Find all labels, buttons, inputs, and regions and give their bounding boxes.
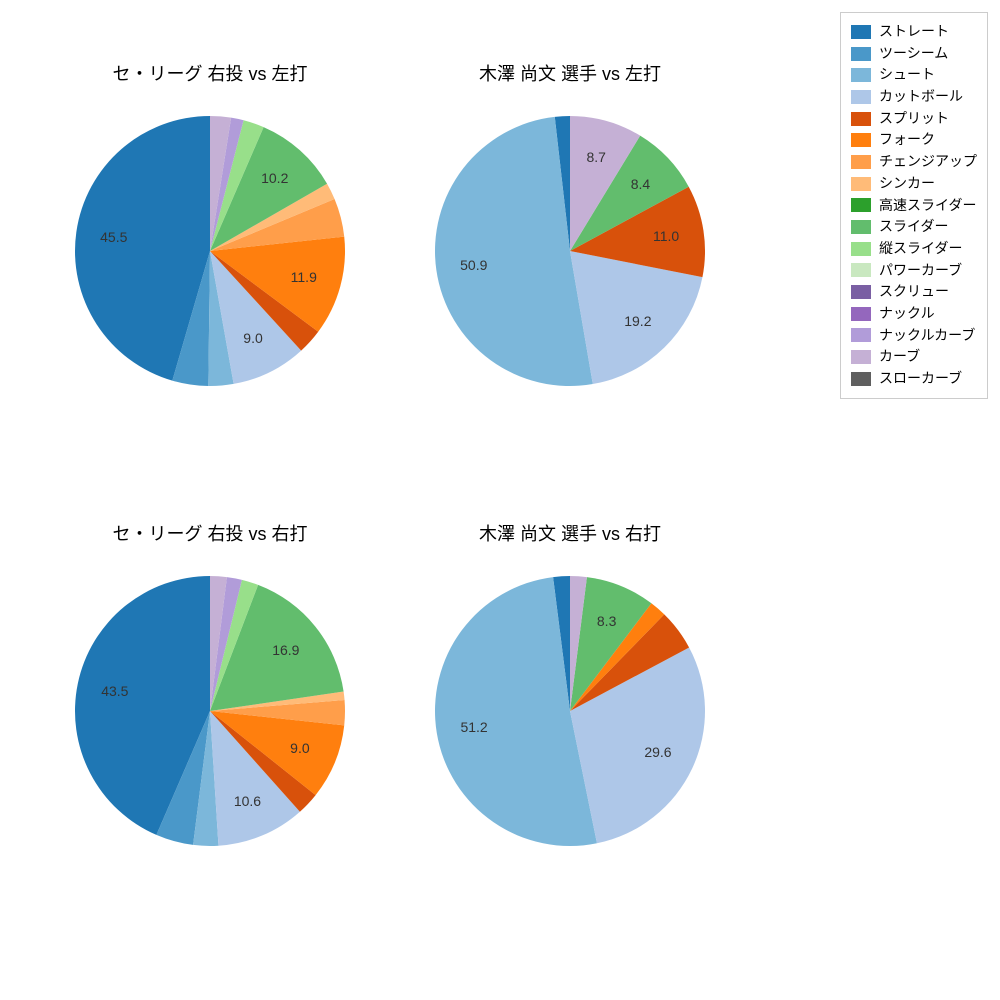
- legend-swatch: [851, 68, 871, 82]
- slice-label: 11.9: [291, 269, 317, 285]
- legend-label: フォーク: [879, 129, 935, 151]
- slice-label: 16.9: [272, 642, 299, 658]
- legend-swatch: [851, 25, 871, 39]
- legend-swatch: [851, 328, 871, 342]
- legend-item: ナックルカーブ: [851, 325, 977, 347]
- legend-label: スクリュー: [879, 281, 949, 303]
- legend-item: スローカーブ: [851, 368, 977, 390]
- slice-label: 10.2: [261, 170, 288, 186]
- legend-label: スローカーブ: [879, 368, 962, 390]
- legend-item: スプリット: [851, 108, 977, 130]
- legend-item: 高速スライダー: [851, 195, 977, 217]
- panel-3: 木澤 尚文 選手 vs 右打 51.2 29.6 8.3: [400, 520, 740, 940]
- legend-label: 高速スライダー: [879, 195, 976, 217]
- legend-label: ツーシーム: [879, 43, 948, 65]
- legend-swatch: [851, 112, 871, 126]
- legend-item: ツーシーム: [851, 43, 977, 65]
- legend-swatch: [851, 155, 871, 169]
- legend-swatch: [851, 242, 871, 256]
- slice-label: 45.5: [100, 229, 127, 245]
- legend-swatch: [851, 263, 871, 277]
- panel-0: セ・リーグ 右投 vs 左打 45.5 9.0 11.9 10.2: [40, 60, 380, 480]
- legend-swatch: [851, 90, 871, 104]
- legend-swatch: [851, 350, 871, 364]
- legend: ストレートツーシームシュートカットボールスプリットフォークチェンジアップシンカー…: [840, 12, 988, 399]
- pie-0: 45.5 9.0 11.9 10.2: [65, 106, 355, 396]
- legend-item: シュート: [851, 64, 977, 86]
- chart-grid: セ・リーグ 右投 vs 左打 45.5 9.0 11.9 10.2 木澤 尚文 選手 …: [40, 60, 740, 940]
- legend-item: スクリュー: [851, 281, 977, 303]
- pie-svg: [425, 106, 715, 396]
- legend-label: ナックル: [879, 303, 935, 325]
- legend-label: スライダー: [879, 216, 948, 238]
- panel-2: セ・リーグ 右投 vs 右打 43.5 10.6 9.0 16.9: [40, 520, 380, 940]
- slice-label: 8.3: [597, 613, 616, 629]
- pie-svg: [65, 566, 355, 856]
- slice-label: 9.0: [243, 330, 262, 346]
- pie-2: 43.5 10.6 9.0 16.9: [65, 566, 355, 856]
- legend-label: 縦スライダー: [879, 238, 962, 260]
- panel-title: セ・リーグ 右投 vs 左打: [112, 60, 307, 86]
- legend-swatch: [851, 133, 871, 147]
- slice-label: 50.9: [460, 257, 487, 273]
- legend-item: カットボール: [851, 86, 977, 108]
- legend-item: チェンジアップ: [851, 151, 977, 173]
- slice-label: 29.6: [644, 744, 671, 760]
- slice-label: 9.0: [290, 740, 309, 756]
- legend-label: チェンジアップ: [879, 151, 977, 173]
- legend-label: ストレート: [879, 21, 949, 43]
- legend-label: シンカー: [879, 173, 935, 195]
- legend-item: スライダー: [851, 216, 977, 238]
- slice-label: 51.2: [460, 719, 487, 735]
- legend-item: シンカー: [851, 173, 977, 195]
- legend-label: ナックルカーブ: [879, 325, 975, 347]
- legend-label: カーブ: [879, 346, 920, 368]
- slice-label: 8.7: [587, 149, 606, 165]
- legend-item: ストレート: [851, 21, 977, 43]
- legend-swatch: [851, 285, 871, 299]
- pie-1: 50.9 19.2 11.0 8.4 8.7: [425, 106, 715, 396]
- legend-item: フォーク: [851, 129, 977, 151]
- legend-swatch: [851, 198, 871, 212]
- panel-title: 木澤 尚文 選手 vs 左打: [479, 60, 661, 86]
- pie-3: 51.2 29.6 8.3: [425, 566, 715, 856]
- panel-title: セ・リーグ 右投 vs 右打: [112, 520, 307, 546]
- legend-label: カットボール: [879, 86, 963, 108]
- legend-label: シュート: [879, 64, 935, 86]
- slice-label: 11.0: [653, 228, 679, 244]
- legend-swatch: [851, 47, 871, 61]
- legend-label: パワーカーブ: [879, 260, 962, 282]
- slice-label: 10.6: [234, 793, 261, 809]
- panel-title: 木澤 尚文 選手 vs 右打: [479, 520, 661, 546]
- legend-label: スプリット: [879, 108, 949, 130]
- legend-swatch: [851, 177, 871, 191]
- legend-item: カーブ: [851, 346, 977, 368]
- slice-label: 43.5: [101, 683, 128, 699]
- slice-label: 19.2: [624, 313, 651, 329]
- pie-svg: [65, 106, 355, 396]
- pie-svg: [425, 566, 715, 856]
- legend-swatch: [851, 220, 871, 234]
- slice-label: 8.4: [631, 176, 650, 192]
- legend-swatch: [851, 372, 871, 386]
- legend-item: ナックル: [851, 303, 977, 325]
- legend-swatch: [851, 307, 871, 321]
- legend-item: パワーカーブ: [851, 260, 977, 282]
- legend-item: 縦スライダー: [851, 238, 977, 260]
- panel-1: 木澤 尚文 選手 vs 左打 50.9 19.2 11.0 8.4 8.7: [400, 60, 740, 480]
